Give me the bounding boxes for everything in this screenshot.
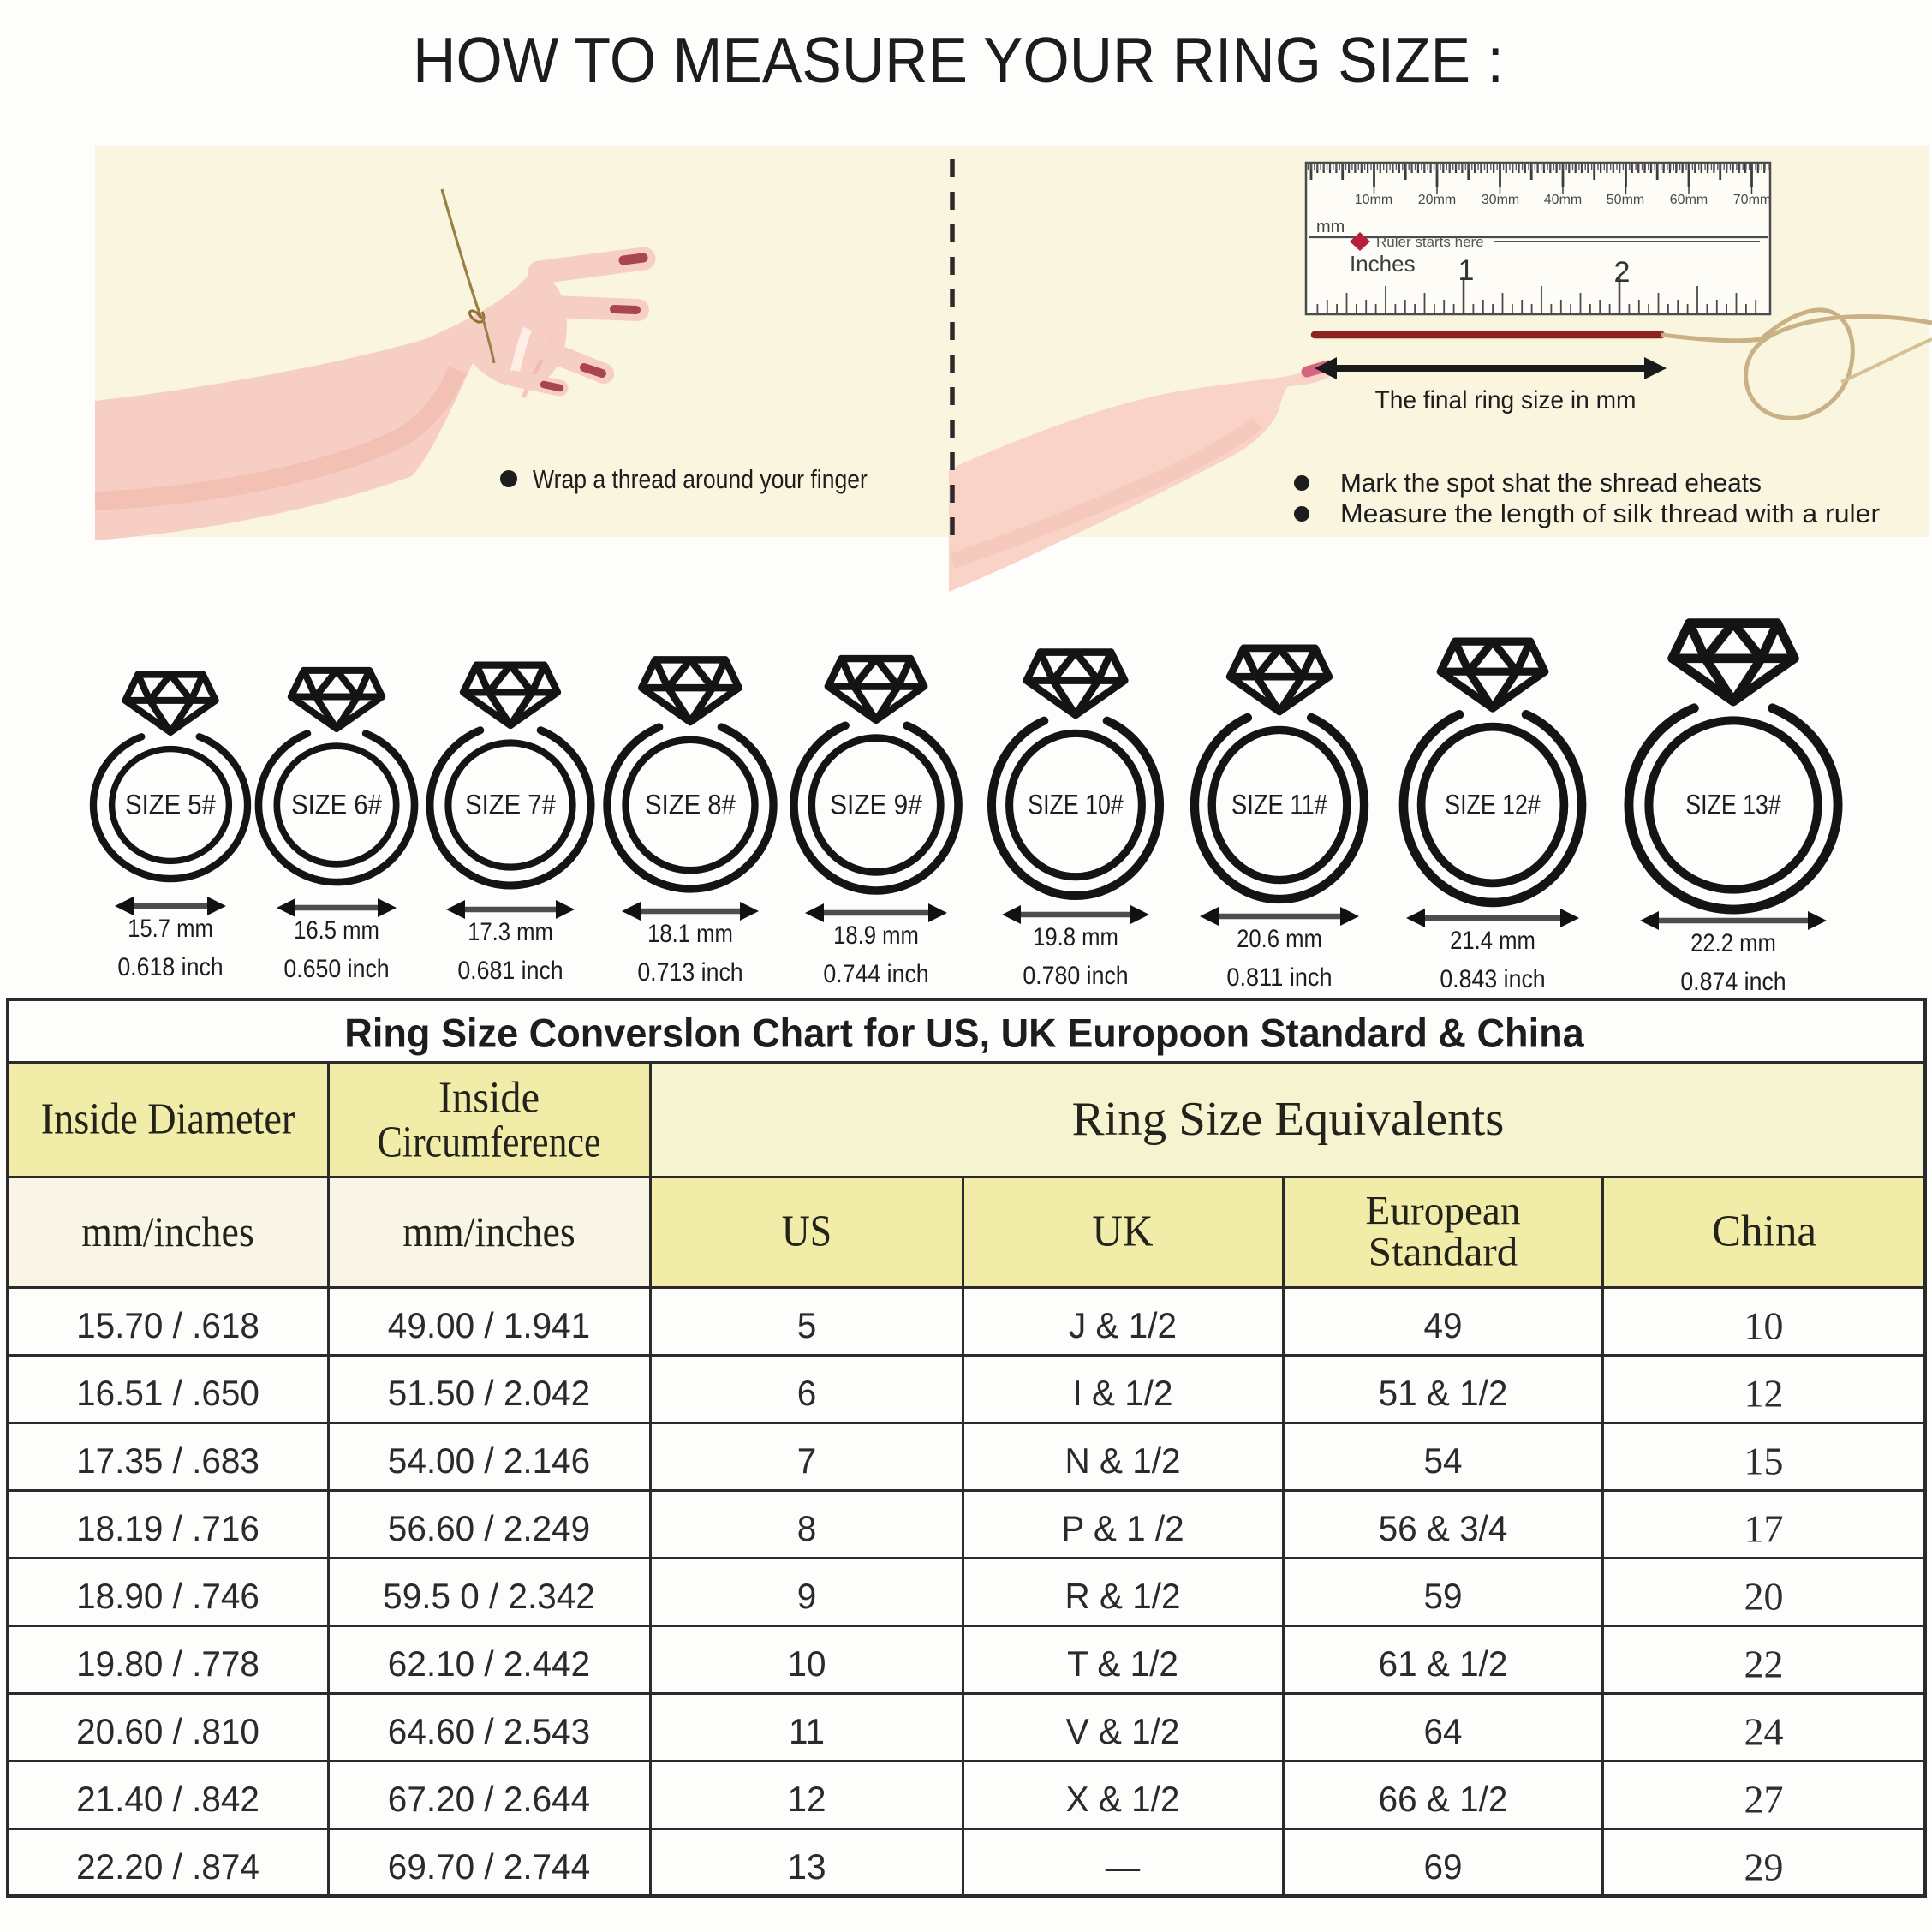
svg-text:2: 2 [1614,256,1631,289]
svg-text:10mm: 10mm [1355,193,1392,207]
svg-text:1: 1 [1458,254,1475,287]
svg-text:Inches: Inches [1350,251,1416,277]
svg-text:70mm: 70mm [1733,193,1771,207]
svg-text:50mm: 50mm [1607,193,1644,207]
svg-text:40mm: 40mm [1544,193,1582,207]
svg-text:Ruler starts here: Ruler starts here [1376,234,1484,250]
svg-text:20mm: 20mm [1418,193,1456,207]
svg-text:60mm: 60mm [1670,193,1708,207]
svg-text:30mm: 30mm [1482,193,1519,207]
svg-text:mm: mm [1316,218,1345,236]
